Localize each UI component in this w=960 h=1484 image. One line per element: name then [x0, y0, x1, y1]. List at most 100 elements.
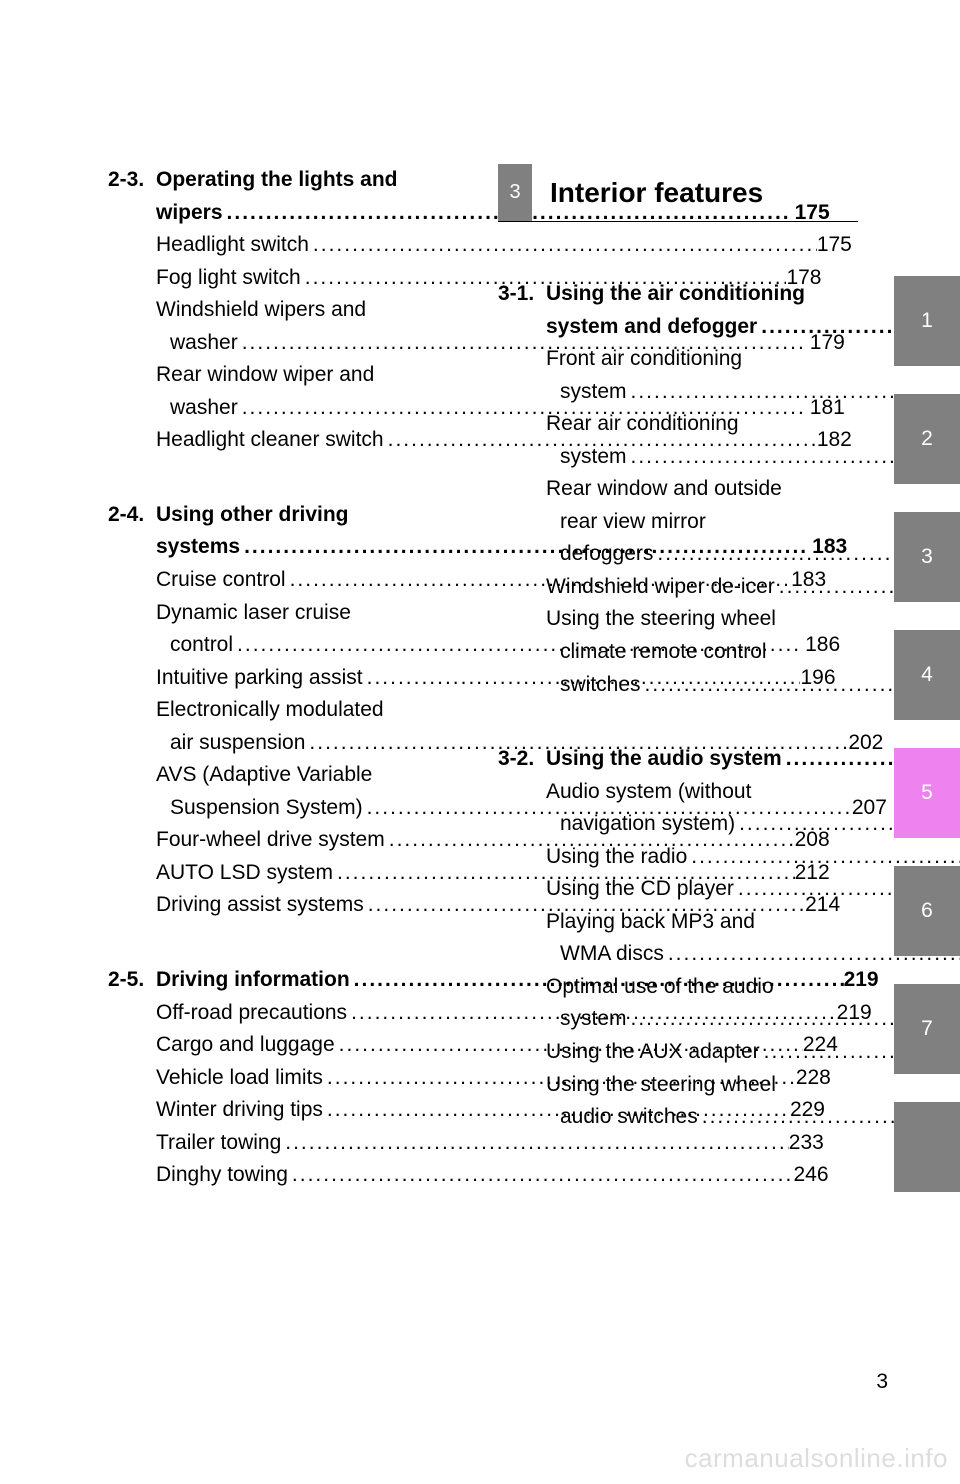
toc-entry[interactable]: Using the CD player.....................…: [498, 873, 858, 906]
toc-section-title: Operating the lights and: [156, 164, 398, 197]
toc-section: 3-1.Using the air conditioningsystem and…: [498, 278, 858, 701]
toc-section-title: wipers: [156, 197, 223, 230]
toc-section-heading[interactable]: 3-1.Using the air conditioningsystem and…: [498, 278, 858, 343]
toc-section-number: 3-2.: [498, 743, 546, 776]
toc-entry[interactable]: Using the steering wheelaudio switches..…: [498, 1069, 858, 1134]
toc-entry[interactable]: Rear air conditioningsystem.............…: [498, 408, 858, 473]
toc-section-heading[interactable]: 2-5.Driving information.................…: [108, 964, 468, 997]
toc-entry-text: control: [156, 629, 233, 662]
toc-entry[interactable]: Off-road precautions....................…: [108, 997, 468, 1030]
toc-section-number: 3-1.: [498, 278, 546, 311]
toc-entry[interactable]: Headlight switch........................…: [108, 229, 468, 262]
toc-entry-text: system: [546, 1003, 627, 1036]
columns-container: 2-3.Operating the lights andwipers......…: [108, 164, 858, 1234]
toc-entry-text: WMA discs: [546, 938, 664, 971]
toc-entry-text: Rear window wiper and: [156, 359, 374, 392]
toc-entry[interactable]: Using the radio.........................…: [498, 841, 858, 874]
toc-section-title: systems: [156, 531, 240, 564]
toc-entry[interactable]: Rear window wiper andwasher.............…: [108, 359, 468, 424]
toc-entry-text: Using the steering wheel: [546, 1069, 776, 1102]
toc-entry[interactable]: Windshield wiper de-icer................…: [498, 571, 858, 604]
toc-section-title: Using other driving: [156, 499, 349, 532]
toc-entry-text: Optimal use of the audio: [546, 971, 774, 1004]
right-sections-container: 3-1.Using the air conditioningsystem and…: [498, 278, 858, 1176]
toc-entry-text: Intuitive parking assist: [156, 662, 363, 695]
toc-entry[interactable]: Trailer towing..........................…: [108, 1127, 468, 1160]
side-tab-blank[interactable]: [894, 1102, 960, 1192]
side-tabs: 1 2 3 4 5 6 7: [894, 276, 960, 1192]
toc-entry[interactable]: Dinghy towing...........................…: [108, 1159, 468, 1192]
toc-entry[interactable]: Electronically modulatedair suspension..…: [108, 694, 468, 759]
toc-entry-text: Using the CD player: [546, 873, 734, 906]
toc-entry-text: Four-wheel drive system: [156, 824, 385, 857]
toc-entry-text: Trailer towing: [156, 1127, 281, 1160]
toc-entry-text: Electronically modulated: [156, 694, 384, 727]
toc-section: 2-4.Using other drivingsystems..........…: [108, 499, 468, 922]
toc-entry-text: rear view mirror: [546, 506, 706, 539]
toc-entry-text: system: [546, 441, 627, 474]
toc-section-number: 2-4.: [108, 499, 156, 532]
toc-entry[interactable]: Front air conditioningsystem............…: [498, 343, 858, 408]
toc-section-title: Using the air conditioning: [546, 278, 805, 311]
toc-entry[interactable]: Headlight cleaner switch................…: [108, 424, 468, 457]
toc-entry-text: Cargo and luggage: [156, 1029, 335, 1062]
manual-toc-page: 2-3.Operating the lights andwipers......…: [0, 0, 960, 1484]
toc-entry-text: Windshield wiper de-icer: [546, 571, 775, 604]
toc-entry-text: washer: [156, 392, 238, 425]
toc-entry[interactable]: Driving assist systems..................…: [108, 889, 468, 922]
side-tab-4[interactable]: 4: [894, 630, 960, 720]
toc-entry-text: washer: [156, 327, 238, 360]
toc-entry[interactable]: Audio system (withoutnavigation system).…: [498, 776, 858, 841]
toc-entry-text: Using the radio: [546, 841, 687, 874]
toc-entry[interactable]: Winter driving tips.....................…: [108, 1094, 468, 1127]
toc-entry-text: Vehicle load limits: [156, 1062, 323, 1095]
toc-entry[interactable]: Using the steering wheelclimate remote c…: [498, 603, 858, 701]
chapter-number-box: 3: [498, 164, 532, 221]
toc-entry-text: Headlight switch: [156, 229, 309, 262]
toc-entry[interactable]: Optimal use of the audiosystem..........…: [498, 971, 858, 1036]
left-column: 2-3.Operating the lights andwipers......…: [108, 164, 468, 1234]
toc-entry-text: AUTO LSD system: [156, 857, 333, 890]
toc-entry-text: switches: [546, 669, 641, 702]
toc-entry[interactable]: AVS (Adaptive VariableSuspension System)…: [108, 759, 468, 824]
toc-entry[interactable]: Using the AUX adapter...................…: [498, 1036, 858, 1069]
toc-section-number: 2-5.: [108, 964, 156, 997]
toc-entry-text: Using the AUX adapter: [546, 1036, 760, 1069]
toc-entry-text: Fog light switch: [156, 262, 301, 295]
side-tab-7[interactable]: 7: [894, 984, 960, 1074]
side-tab-5[interactable]: 5: [894, 748, 960, 838]
toc-entry-text: air suspension: [156, 727, 305, 760]
toc-entry-text: Rear window and outside: [546, 473, 782, 506]
side-tab-1[interactable]: 1: [894, 276, 960, 366]
toc-entry-text: Rear air conditioning: [546, 408, 739, 441]
toc-entry[interactable]: Four-wheel drive system.................…: [108, 824, 468, 857]
toc-entry-text: Off-road precautions: [156, 997, 347, 1030]
toc-section-title: system and defogger: [546, 311, 757, 344]
toc-entry[interactable]: Playing back MP3 andWMA discs...........…: [498, 906, 858, 971]
toc-entry[interactable]: Dynamic laser cruisecontrol.............…: [108, 597, 468, 662]
toc-entry-text: audio switches: [546, 1101, 698, 1134]
side-tab-6[interactable]: 6: [894, 866, 960, 956]
toc-section-title: Using the audio system: [546, 743, 782, 776]
right-column: 3 Interior features 3-1.Using the air co…: [498, 164, 858, 1234]
toc-entry-text: navigation system): [546, 808, 735, 841]
toc-entry[interactable]: Cruise control..........................…: [108, 564, 468, 597]
toc-entry-text: Dynamic laser cruise: [156, 597, 351, 630]
toc-section-heading[interactable]: 2-4.Using other drivingsystems..........…: [108, 499, 468, 564]
toc-entry-text: Cruise control: [156, 564, 286, 597]
toc-entry-text: Using the steering wheel: [546, 603, 776, 636]
chapter-banner: 3 Interior features: [498, 164, 858, 222]
toc-entry[interactable]: Intuitive parking assist................…: [108, 662, 468, 695]
toc-entry[interactable]: Fog light switch........................…: [108, 262, 468, 295]
toc-entry[interactable]: Windshield wipers andwasher.............…: [108, 294, 468, 359]
toc-entry[interactable]: Rear window and outsiderear view mirrord…: [498, 473, 858, 571]
side-tab-3[interactable]: 3: [894, 512, 960, 602]
toc-section-number: 2-3.: [108, 164, 156, 197]
toc-section-heading[interactable]: 2-3.Operating the lights andwipers......…: [108, 164, 468, 229]
toc-entry[interactable]: AUTO LSD system.........................…: [108, 857, 468, 890]
toc-entry[interactable]: Vehicle load limits.....................…: [108, 1062, 468, 1095]
toc-entry-text: Headlight cleaner switch: [156, 424, 384, 457]
side-tab-2[interactable]: 2: [894, 394, 960, 484]
toc-entry[interactable]: Cargo and luggage.......................…: [108, 1029, 468, 1062]
toc-section-heading[interactable]: 3-2.Using the audio system..............…: [498, 743, 858, 776]
